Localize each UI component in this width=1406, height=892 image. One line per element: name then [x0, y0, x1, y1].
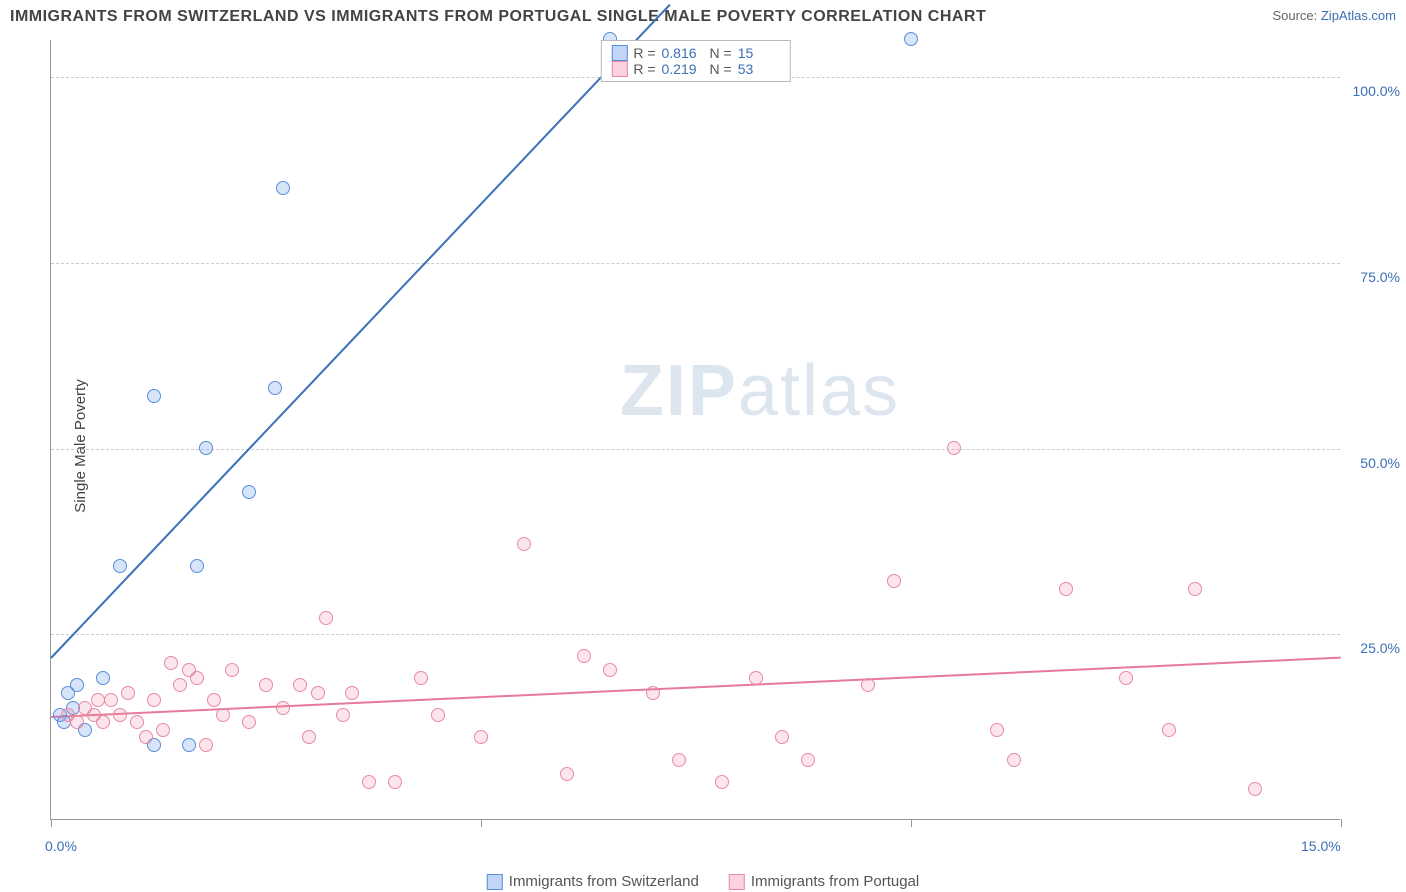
y-tick-label: 75.0% [1360, 269, 1400, 285]
data-point [113, 559, 127, 573]
swatch-icon [611, 45, 627, 61]
data-point [887, 574, 901, 588]
data-point [156, 723, 170, 737]
data-point [1059, 582, 1073, 596]
source-link[interactable]: ZipAtlas.com [1321, 8, 1396, 23]
x-tick-label: 15.0% [1301, 838, 1341, 854]
gridline [51, 449, 1340, 450]
y-tick-label: 25.0% [1360, 640, 1400, 656]
data-point [414, 671, 428, 685]
legend-row-portugal: R = 0.219 N = 53 [611, 61, 779, 77]
data-point [104, 693, 118, 707]
data-point [715, 775, 729, 789]
data-point [1007, 753, 1021, 767]
swatch-icon [611, 61, 627, 77]
data-point [431, 708, 445, 722]
data-point [190, 559, 204, 573]
data-point [362, 775, 376, 789]
data-point [947, 441, 961, 455]
y-tick-label: 50.0% [1360, 455, 1400, 471]
data-point [173, 678, 187, 692]
data-point [225, 663, 239, 677]
data-point [276, 181, 290, 195]
data-point [147, 389, 161, 403]
scatter-plot: ZIPatlas R = 0.816 N = 15 R = 0.219 N = … [50, 40, 1340, 820]
data-point [1119, 671, 1133, 685]
data-point [904, 32, 918, 46]
data-point [190, 671, 204, 685]
data-point [207, 693, 221, 707]
gridline [51, 263, 1340, 264]
data-point [268, 381, 282, 395]
data-point [560, 767, 574, 781]
gridline [51, 634, 1340, 635]
data-point [70, 678, 84, 692]
trend-line [50, 3, 671, 658]
data-point [336, 708, 350, 722]
swatch-icon [729, 874, 745, 890]
data-point [259, 678, 273, 692]
data-point [517, 537, 531, 551]
data-point [182, 738, 196, 752]
y-tick-label: 100.0% [1353, 83, 1400, 99]
legend-row-switzerland: R = 0.816 N = 15 [611, 45, 779, 61]
data-point [861, 678, 875, 692]
data-point [96, 671, 110, 685]
data-point [121, 686, 135, 700]
x-tick [481, 819, 482, 827]
x-tick-label: 0.0% [45, 838, 77, 854]
data-point [749, 671, 763, 685]
data-point [139, 730, 153, 744]
watermark: ZIPatlas [620, 350, 900, 432]
data-point [199, 738, 213, 752]
trend-line [51, 657, 1341, 718]
data-point [147, 693, 161, 707]
swatch-icon [487, 874, 503, 890]
correlation-legend: R = 0.816 N = 15 R = 0.219 N = 53 [600, 40, 790, 82]
data-point [577, 649, 591, 663]
data-point [801, 753, 815, 767]
data-point [775, 730, 789, 744]
data-point [1162, 723, 1176, 737]
x-tick [51, 819, 52, 827]
data-point [242, 485, 256, 499]
data-point [113, 708, 127, 722]
data-point [216, 708, 230, 722]
data-point [70, 715, 84, 729]
x-tick [1341, 819, 1342, 827]
data-point [345, 686, 359, 700]
data-point [164, 656, 178, 670]
x-tick [911, 819, 912, 827]
data-point [646, 686, 660, 700]
data-point [130, 715, 144, 729]
data-point [96, 715, 110, 729]
data-point [990, 723, 1004, 737]
data-point [276, 701, 290, 715]
data-point [474, 730, 488, 744]
data-point [311, 686, 325, 700]
legend-item-switzerland: Immigrants from Switzerland [487, 873, 699, 890]
data-point [388, 775, 402, 789]
data-point [302, 730, 316, 744]
data-point [672, 753, 686, 767]
data-point [319, 611, 333, 625]
chart-title: IMMIGRANTS FROM SWITZERLAND VS IMMIGRANT… [10, 8, 986, 25]
data-point [603, 663, 617, 677]
data-point [1248, 782, 1262, 796]
series-legend: Immigrants from Switzerland Immigrants f… [487, 873, 919, 890]
data-point [199, 441, 213, 455]
data-point [293, 678, 307, 692]
data-point [91, 693, 105, 707]
legend-item-portugal: Immigrants from Portugal [729, 873, 919, 890]
data-point [1188, 582, 1202, 596]
source-attribution: Source: ZipAtlas.com [1272, 8, 1396, 23]
data-point [242, 715, 256, 729]
